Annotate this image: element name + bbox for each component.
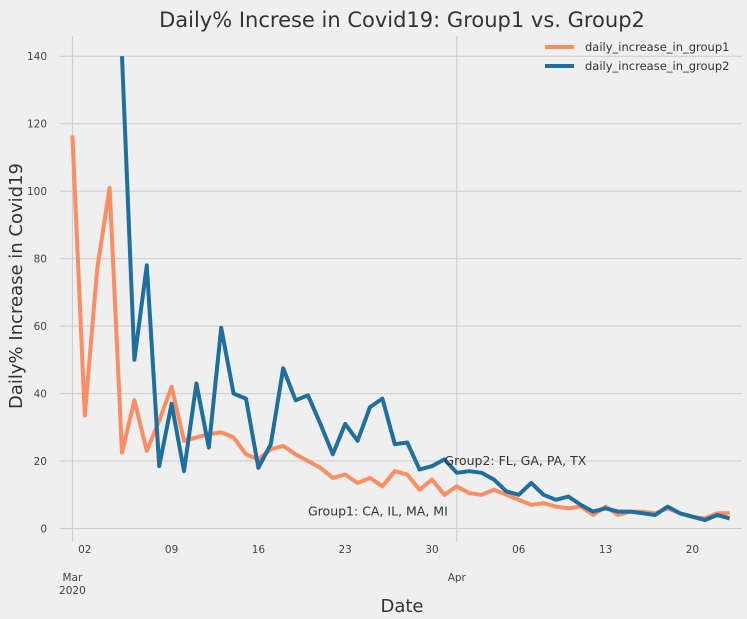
x-tick-label: 23: [339, 544, 352, 556]
x-tick-label: 02: [78, 544, 91, 556]
y-tick-label: 20: [34, 456, 47, 468]
legend: daily_increase_in_group1 daily_increase_i…: [545, 40, 729, 73]
x-year-label: 2020: [59, 585, 86, 597]
x-tick-label: 20: [686, 544, 699, 556]
y-tick-label: 120: [27, 119, 47, 131]
tick-labels: 0 20 40 60 80 100 120 140 02 09 16 23 30 06 13 20 Mar202…: [27, 51, 699, 597]
annotation-label: Group2: FL, GA, PA, TX: [444, 453, 586, 468]
annotations: Group2: FL, GA, PA, TX Group1: CA, IL, MA…: [308, 453, 587, 519]
y-tick-label: 140: [27, 51, 47, 63]
y-axis-label: Daily% Increase in Covid19: [6, 163, 27, 409]
x-tick-label: 13: [599, 544, 612, 556]
x-axis-label: Date: [380, 596, 423, 617]
series-line-2: [120, 56, 731, 523]
legend-label: daily_increase_in_group2: [585, 59, 729, 73]
x-month-label: Apr: [448, 572, 467, 584]
y-tick-label: 40: [34, 389, 47, 401]
chart-title: Daily% Increse in Covid19: Group1 vs. Gr…: [159, 8, 645, 32]
y-tick-label: 0: [40, 524, 47, 536]
y-tick-label: 60: [34, 321, 47, 333]
x-tick-label: 16: [252, 544, 266, 556]
x-tick-label: 06: [512, 544, 526, 556]
y-tick-label: 100: [27, 186, 47, 198]
legend-label: daily_increase_in_group1: [585, 40, 729, 54]
y-tick-label: 80: [34, 254, 47, 266]
x-month-label: Mar: [62, 572, 82, 584]
x-tick-label: 09: [165, 544, 178, 556]
series-lines: [70, 56, 731, 523]
annotation-label: Group1: CA, IL, MA, MI: [308, 504, 448, 519]
x-tick-label: 30: [425, 544, 438, 556]
series-line-1: [70, 135, 730, 521]
grid: [60, 36, 742, 542]
